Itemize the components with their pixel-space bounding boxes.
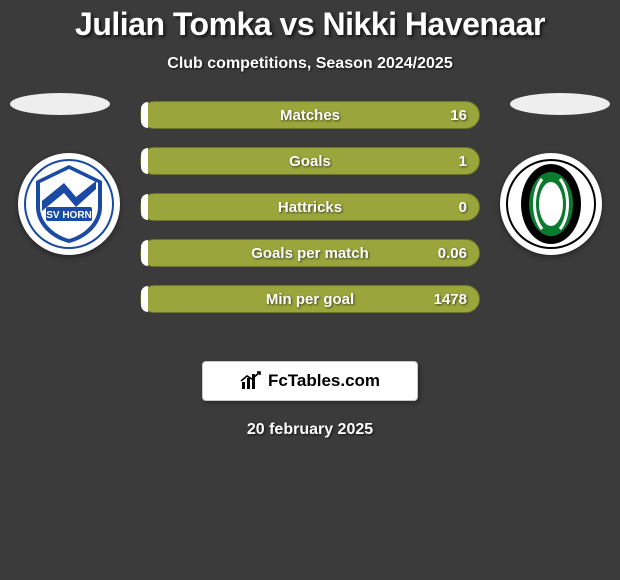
stat-row: Min per goal 1478 xyxy=(140,285,480,313)
stat-value-right: 0 xyxy=(459,199,467,216)
stat-row: Goals 1 xyxy=(140,147,480,175)
bar-chart-icon xyxy=(240,371,262,391)
stat-row: Hattricks 0 xyxy=(140,193,480,221)
stat-label: Matches xyxy=(280,107,340,124)
stat-label: Goals xyxy=(289,153,331,170)
stat-label: Hattricks xyxy=(278,199,342,216)
stat-rows: Matches 16 Goals 1 Hattricks 0 Goals per match… xyxy=(140,101,480,331)
stat-left-segment xyxy=(141,194,148,220)
shield-icon xyxy=(506,159,596,249)
date-text: 20 february 2025 xyxy=(0,421,620,439)
stat-row: Matches 16 xyxy=(140,101,480,129)
player-photo-right xyxy=(510,93,610,115)
brand-text: FcTables.com xyxy=(268,371,380,391)
stat-value-right: 0.06 xyxy=(438,245,467,262)
brand-badge: FcTables.com xyxy=(202,361,418,401)
stat-value-right: 1 xyxy=(459,153,467,170)
stat-label: Min per goal xyxy=(266,291,354,308)
player-photo-left xyxy=(10,93,110,115)
club-badge-right xyxy=(500,153,602,255)
page-subtitle: Club competitions, Season 2024/2025 xyxy=(0,55,620,73)
stat-value-right: 16 xyxy=(450,107,467,124)
page-title: Julian Tomka vs Nikki Havenaar xyxy=(0,6,620,43)
stat-left-segment xyxy=(141,148,148,174)
stat-left-segment xyxy=(141,102,148,128)
stat-value-right: 1478 xyxy=(434,291,467,308)
stat-left-segment xyxy=(141,286,148,312)
club-badge-left: SV HORN xyxy=(18,153,120,255)
shield-icon: SV HORN xyxy=(24,159,114,249)
stat-left-segment xyxy=(141,240,148,266)
stat-label: Goals per match xyxy=(251,245,369,262)
stat-row: Goals per match 0.06 xyxy=(140,239,480,267)
comparison-panel: SV HORN Matches 16 Goals 1 Hattricks 0 Goals p… xyxy=(0,101,620,361)
svg-text:SV HORN: SV HORN xyxy=(46,210,92,221)
